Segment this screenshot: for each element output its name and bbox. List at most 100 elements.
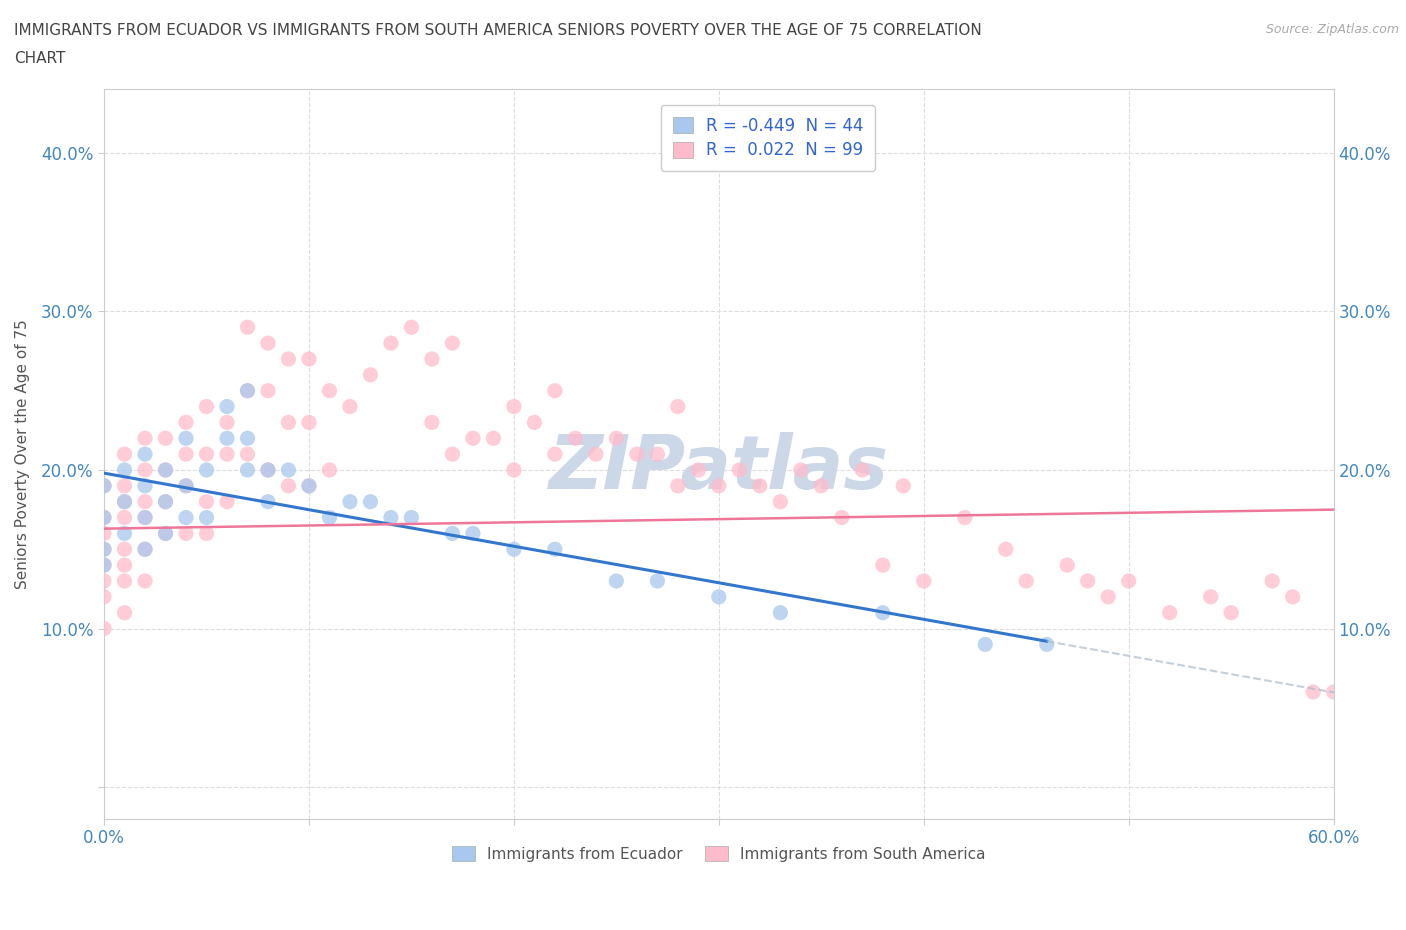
Point — [359, 367, 381, 382]
Legend: Immigrants from Ecuador, Immigrants from South America: Immigrants from Ecuador, Immigrants from… — [444, 839, 994, 870]
Point — [544, 446, 567, 461]
Point — [523, 415, 546, 430]
Point — [401, 320, 423, 335]
Point — [134, 542, 156, 557]
Text: Source: ZipAtlas.com: Source: ZipAtlas.com — [1265, 23, 1399, 36]
Point — [93, 526, 115, 541]
Y-axis label: Seniors Poverty Over the Age of 75: Seniors Poverty Over the Age of 75 — [15, 319, 30, 589]
Point — [215, 415, 238, 430]
Point — [257, 383, 280, 398]
Point — [298, 415, 321, 430]
Point — [544, 542, 567, 557]
Point — [688, 462, 710, 477]
Point — [974, 637, 997, 652]
Point — [461, 526, 484, 541]
Point — [93, 558, 115, 573]
Point — [318, 462, 340, 477]
Point — [155, 431, 177, 445]
Point — [134, 431, 156, 445]
Point — [155, 494, 177, 509]
Point — [1261, 574, 1284, 589]
Point — [134, 511, 156, 525]
Point — [503, 542, 526, 557]
Point — [93, 574, 115, 589]
Point — [114, 462, 136, 477]
Point — [482, 431, 505, 445]
Point — [195, 399, 218, 414]
Point — [707, 590, 730, 604]
Point — [174, 511, 197, 525]
Point — [114, 446, 136, 461]
Point — [257, 494, 280, 509]
Text: ZIPatlas: ZIPatlas — [548, 432, 889, 505]
Point — [1035, 637, 1057, 652]
Point — [215, 494, 238, 509]
Point — [93, 511, 115, 525]
Point — [872, 558, 894, 573]
Point — [155, 526, 177, 541]
Point — [195, 462, 218, 477]
Point — [93, 590, 115, 604]
Point — [380, 336, 402, 351]
Point — [748, 478, 770, 493]
Point — [215, 446, 238, 461]
Point — [831, 511, 853, 525]
Point — [114, 526, 136, 541]
Point — [134, 511, 156, 525]
Point — [114, 511, 136, 525]
Point — [1118, 574, 1140, 589]
Point — [155, 462, 177, 477]
Point — [114, 494, 136, 509]
Point — [277, 352, 299, 366]
Point — [564, 431, 586, 445]
Point — [114, 494, 136, 509]
Point — [994, 542, 1017, 557]
Point — [790, 462, 813, 477]
Point — [647, 574, 669, 589]
Point — [626, 446, 648, 461]
Point — [174, 446, 197, 461]
Point — [257, 336, 280, 351]
Text: IMMIGRANTS FROM ECUADOR VS IMMIGRANTS FROM SOUTH AMERICA SENIORS POVERTY OVER TH: IMMIGRANTS FROM ECUADOR VS IMMIGRANTS FR… — [14, 23, 981, 38]
Point — [277, 478, 299, 493]
Point — [236, 462, 259, 477]
Point — [195, 446, 218, 461]
Point — [174, 478, 197, 493]
Point — [441, 446, 464, 461]
Point — [298, 478, 321, 493]
Point — [134, 494, 156, 509]
Point — [155, 526, 177, 541]
Point — [707, 478, 730, 493]
Point — [195, 494, 218, 509]
Point — [236, 320, 259, 335]
Point — [236, 431, 259, 445]
Point — [953, 511, 976, 525]
Point — [1097, 590, 1119, 604]
Point — [114, 542, 136, 557]
Point — [339, 399, 361, 414]
Point — [1056, 558, 1078, 573]
Point — [93, 542, 115, 557]
Point — [114, 574, 136, 589]
Point — [1281, 590, 1303, 604]
Point — [728, 462, 751, 477]
Point — [134, 462, 156, 477]
Point — [891, 478, 914, 493]
Point — [155, 494, 177, 509]
Point — [93, 478, 115, 493]
Point — [298, 478, 321, 493]
Point — [1220, 605, 1243, 620]
Point — [420, 415, 443, 430]
Point — [1323, 684, 1346, 699]
Point — [666, 478, 689, 493]
Point — [585, 446, 607, 461]
Point — [769, 605, 792, 620]
Point — [1015, 574, 1038, 589]
Point — [277, 415, 299, 430]
Point — [174, 478, 197, 493]
Point — [769, 494, 792, 509]
Point — [503, 462, 526, 477]
Point — [359, 494, 381, 509]
Point — [134, 446, 156, 461]
Point — [134, 478, 156, 493]
